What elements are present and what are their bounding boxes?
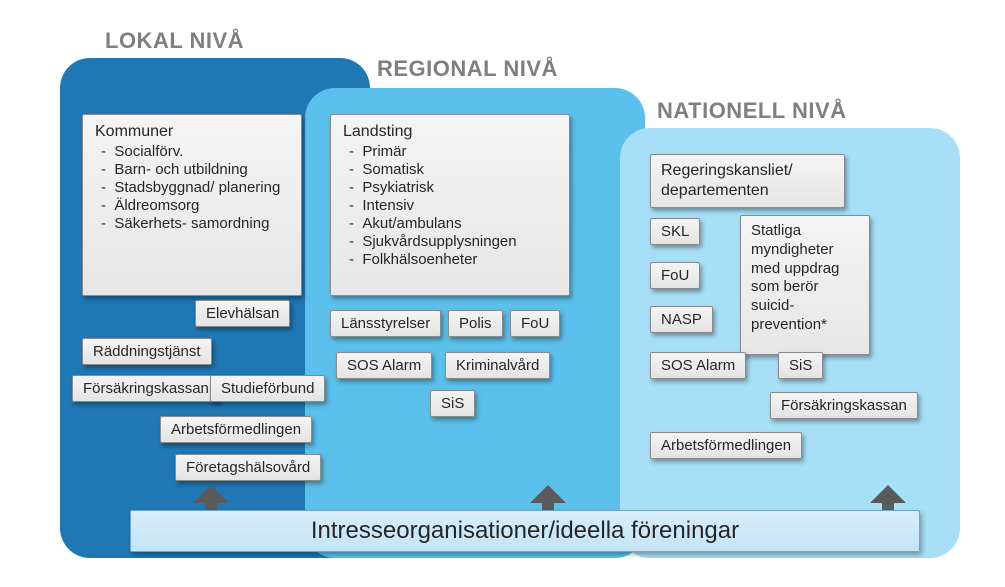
regional-main-list: PrimärSomatiskPsykiatriskIntensivAkut/am… [343, 143, 557, 268]
regional-main-title: Landsting [343, 123, 557, 141]
national-pill: NASP [650, 306, 713, 333]
national-right-line: suicid- [751, 297, 859, 316]
national-pill: SiS [778, 352, 823, 379]
local-main-item: Äldreomsorg [101, 197, 289, 214]
local-pill: Studieförbund [210, 375, 325, 402]
regional-main-item: Sjukvårdsupplysningen [349, 233, 557, 250]
regional-pill: Länsstyrelser [330, 310, 441, 337]
local-pill: Försäkringskassan [72, 375, 220, 402]
regional-pill: FoU [510, 310, 560, 337]
local-main-card: Kommuner Socialförv.Barn- och utbildning… [82, 114, 302, 296]
local-main-title: Kommuner [95, 123, 289, 141]
regional-main-item: Intensiv [349, 197, 557, 214]
up-arrow-icon [193, 485, 229, 503]
national-pill: Arbetsförmedlingen [650, 432, 802, 459]
national-right-card: Statligamyndighetermed uppdragsom berörs… [740, 215, 870, 355]
regional-main-item: Primär [349, 143, 557, 160]
regional-main-item: Somatisk [349, 161, 557, 178]
local-pill: Elevhälsan [195, 300, 290, 327]
regional-pill: Polis [448, 310, 503, 337]
national-top-line: Regeringskansliet/ [661, 161, 834, 181]
national-right-line: som berör [751, 278, 859, 297]
local-pill: Räddningstjänst [82, 338, 212, 365]
regional-pill: SiS [430, 390, 475, 417]
national-top-card: Regeringskansliet/departementen [650, 154, 845, 208]
regional-main-item: Akut/ambulans [349, 215, 557, 232]
regional-main-card: Landsting PrimärSomatiskPsykiatriskInten… [330, 114, 570, 296]
national-right-line: prevention* [751, 316, 859, 335]
diagram-stage: LOKAL NIVÅ REGIONAL NIVÅ NATIONELL NIVÅ … [0, 0, 1005, 587]
local-main-item: Säkerhets- samordning [101, 215, 289, 232]
national-right-line: med uppdrag [751, 260, 859, 279]
local-main-list: Socialförv.Barn- och utbildningStadsbygg… [95, 143, 289, 232]
regional-main-item: Folkhälsoenheter [349, 251, 557, 268]
national-right-line: myndigheter [751, 241, 859, 260]
regional-main-item: Psykiatrisk [349, 179, 557, 196]
local-pill: Arbetsförmedlingen [160, 416, 312, 443]
local-main-item: Stadsbyggnad/ planering [101, 179, 289, 196]
title-national: NATIONELL NIVÅ [657, 98, 847, 124]
national-pill: SKL [650, 218, 700, 245]
local-main-item: Barn- och utbildning [101, 161, 289, 178]
local-pill: Företagshälsovård [175, 454, 321, 481]
title-regional: REGIONAL NIVÅ [377, 56, 558, 82]
up-arrow-icon [530, 485, 566, 503]
up-arrow-icon [870, 485, 906, 503]
national-pill: SOS Alarm [650, 352, 746, 379]
national-top-line: departementen [661, 181, 834, 201]
national-right-line: Statliga [751, 222, 859, 241]
bottom-bar: Intresseorganisationer/ideella föreninga… [130, 510, 920, 552]
national-pill: FoU [650, 262, 700, 289]
regional-pill: Kriminalvård [445, 352, 550, 379]
regional-pill: SOS Alarm [336, 352, 432, 379]
national-pill: Försäkringskassan [770, 392, 918, 419]
title-local: LOKAL NIVÅ [105, 28, 244, 54]
local-main-item: Socialförv. [101, 143, 289, 160]
